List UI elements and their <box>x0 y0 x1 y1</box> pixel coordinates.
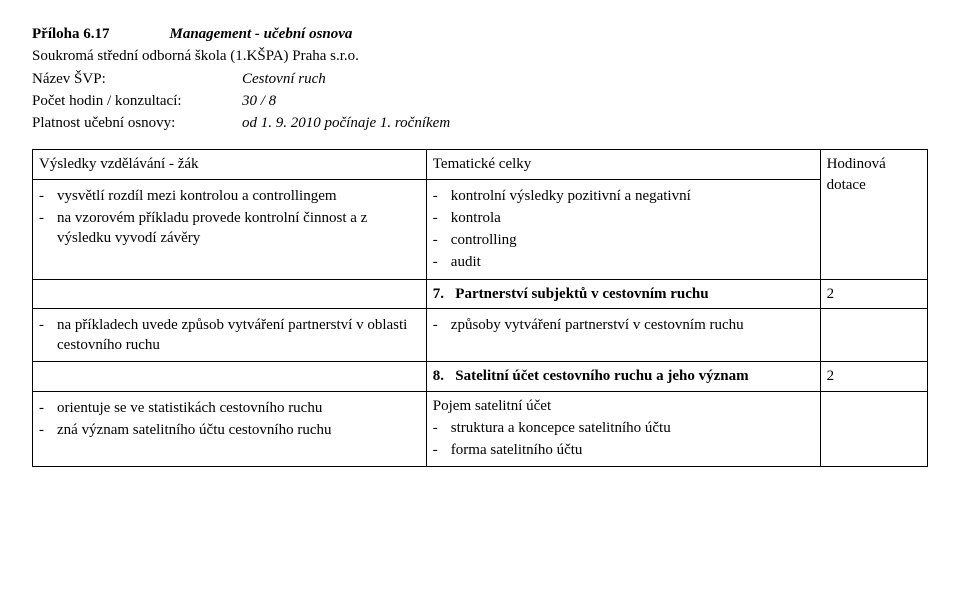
topics-list: způsoby vytváření partnerství v cestovní… <box>433 315 814 335</box>
hours-value: 30 / 8 <box>242 91 928 111</box>
col-header-topics: Tematické celky <box>426 150 820 179</box>
list-item: způsoby vytváření partnerství v cestovní… <box>447 315 814 335</box>
list-item: struktura a koncepce satelitního účtu <box>447 418 814 438</box>
svp-value: Cestovní ruch <box>242 69 928 89</box>
section-heading: 7. Partnerství subjektů v cestovním ruch… <box>426 279 820 308</box>
list-item: kontrola <box>447 208 814 228</box>
list-item: na vzorovém příkladu provede kontrolní č… <box>53 208 420 249</box>
svp-label: Název ŠVP: <box>32 69 242 89</box>
list-item: kontrolní výsledky pozitivní a negativní <box>447 186 814 206</box>
table-row: 7. Partnerství subjektů v cestovním ruch… <box>33 279 928 308</box>
outcomes-list: vysvětlí rozdíl mezi kontrolou a control… <box>39 186 420 249</box>
validity-value: od 1. 9. 2010 počínaje 1. ročníkem <box>242 113 928 133</box>
outcomes-list: orientuje se ve statistikách cestovního … <box>39 398 420 441</box>
list-item: audit <box>447 252 814 272</box>
list-item: na příkladech uvede způsob vytváření par… <box>53 315 420 356</box>
table-row: na příkladech uvede způsob vytváření par… <box>33 308 928 362</box>
outcomes-list: na příkladech uvede způsob vytváření par… <box>39 315 420 356</box>
topics-list: kontrolní výsledky pozitivní a negativní… <box>433 186 814 273</box>
lead-text: Pojem satelitní účet <box>433 398 551 414</box>
validity-label: Platnost učební osnovy: <box>32 113 242 133</box>
table-row: vysvětlí rozdíl mezi kontrolou a control… <box>33 179 928 279</box>
topics-list: struktura a koncepce satelitního účtu fo… <box>433 418 814 461</box>
list-item: zná význam satelitního účtu cestovního r… <box>53 420 420 440</box>
list-item: vysvětlí rozdíl mezi kontrolou a control… <box>53 186 420 206</box>
hours-cell: 2 <box>820 362 927 391</box>
attachment-label: Příloha 6.17 <box>32 26 110 42</box>
table-row: orientuje se ve statistikách cestovního … <box>33 391 928 467</box>
col-header-hours: Hodinová dotace <box>820 150 927 279</box>
doc-title: Management - učební osnova <box>170 26 353 42</box>
table-row: 8. Satelitní účet cestovního ruchu a jeh… <box>33 362 928 391</box>
list-item: forma satelitního účtu <box>447 440 814 460</box>
school-name: Soukromá střední odborná škola (1.KŠPA) … <box>32 46 928 66</box>
hours-label: Počet hodin / konzultací: <box>32 91 242 111</box>
doc-header: Příloha 6.17 Management - učební osnova … <box>32 24 928 133</box>
col-header-outcomes: Výsledky vzdělávání - žák <box>33 150 427 179</box>
curriculum-table: Výsledky vzdělávání - žák Tematické celk… <box>32 149 928 467</box>
section-heading: 8. Satelitní účet cestovního ruchu a jeh… <box>426 362 820 391</box>
list-item: orientuje se ve statistikách cestovního … <box>53 398 420 418</box>
hours-cell: 2 <box>820 279 927 308</box>
table-row: Výsledky vzdělávání - žák Tematické celk… <box>33 150 928 179</box>
list-item: controlling <box>447 230 814 250</box>
